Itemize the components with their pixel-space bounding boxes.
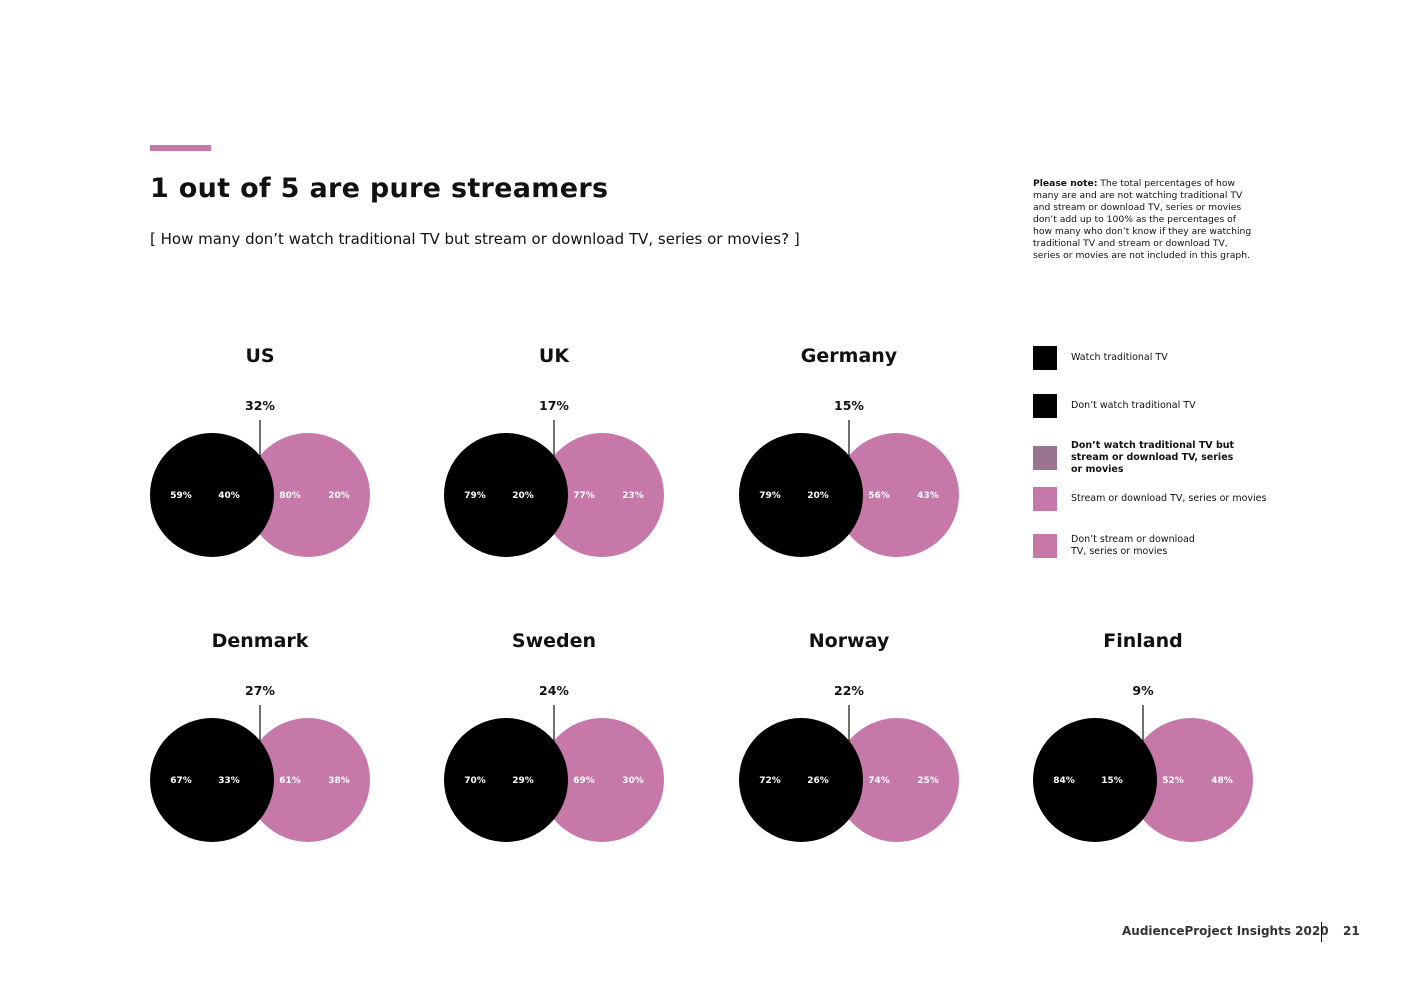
country-label: US: [245, 345, 274, 367]
dont-watch-tv-value: 20%: [512, 491, 534, 501]
dont-stream-value: 25%: [917, 776, 939, 786]
country-label: Denmark: [212, 630, 309, 652]
page-number: 21: [1343, 924, 1360, 938]
legend-label: Stream or download TV, series or movies: [1071, 493, 1267, 504]
accent-bar: [150, 145, 211, 151]
stream-circle: [835, 433, 959, 557]
stream-value: 52%: [1162, 776, 1184, 786]
traditional-tv-circle: [150, 433, 274, 557]
stream-circle: [540, 718, 664, 842]
venn-chart-norway: Norway 22% 72% 26% 74% 25%: [739, 630, 959, 842]
legend-swatch: [1033, 534, 1057, 558]
legend-item-stream: Stream or download TV, series or movies: [1033, 487, 1266, 511]
traditional-tv-circle: [444, 433, 568, 557]
pure-streamers-value: 24%: [539, 683, 569, 698]
note-text: The total percentages of how many are an…: [1033, 178, 1252, 261]
legend-item-dont-watch-tv: Don’t watch traditional TV: [1033, 394, 1196, 418]
page-title: 1 out of 5 are pure streamers: [150, 173, 609, 204]
watch-tv-value: 70%: [464, 776, 486, 786]
legend-label: Don’t stream or download TV, series or m…: [1071, 534, 1195, 557]
pure-streamers-value: 22%: [834, 683, 864, 698]
legend-swatch: [1033, 446, 1057, 470]
country-label: Finland: [1103, 630, 1182, 652]
stream-circle: [540, 433, 664, 557]
footer-divider: [1321, 922, 1322, 942]
pure-streamers-value: 32%: [245, 398, 275, 413]
stream-value: 56%: [868, 491, 890, 501]
venn-chart-uk: UK 17% 79% 20% 77% 23%: [444, 345, 664, 557]
traditional-tv-circle: [739, 718, 863, 842]
legend-swatch: [1033, 394, 1057, 418]
legend-label: Don’t watch traditional TV: [1071, 400, 1196, 411]
dont-watch-tv-value: 33%: [218, 776, 240, 786]
legend-item-pure-streamers: Don’t watch traditional TV but stream or…: [1033, 440, 1241, 476]
watch-tv-value: 59%: [170, 491, 192, 501]
stream-value: 80%: [279, 491, 301, 501]
dont-stream-value: 43%: [917, 491, 939, 501]
legend-item-watch-tv: Watch traditional TV: [1033, 346, 1168, 370]
dont-watch-tv-value: 15%: [1101, 776, 1123, 786]
pure-streamers-value: 27%: [245, 683, 275, 698]
dont-watch-tv-value: 20%: [807, 491, 829, 501]
pure-streamers-value: 15%: [834, 398, 864, 413]
stream-circle: [1129, 718, 1253, 842]
watch-tv-value: 72%: [759, 776, 781, 786]
traditional-tv-circle: [1033, 718, 1157, 842]
dont-stream-value: 30%: [622, 776, 644, 786]
legend-swatch: [1033, 487, 1057, 511]
country-label: Germany: [801, 345, 898, 367]
stream-value: 77%: [573, 491, 595, 501]
dont-watch-tv-value: 29%: [512, 776, 534, 786]
country-label: Norway: [809, 630, 890, 652]
dont-watch-tv-value: 40%: [218, 491, 240, 501]
stream-value: 69%: [573, 776, 595, 786]
page-subtitle: [ How many don’t watch traditional TV bu…: [150, 230, 800, 248]
stream-value: 61%: [279, 776, 301, 786]
legend-label: Don’t watch traditional TV but stream or…: [1071, 440, 1235, 475]
dont-stream-value: 20%: [328, 491, 350, 501]
dont-stream-value: 38%: [328, 776, 350, 786]
traditional-tv-circle: [739, 433, 863, 557]
dont-stream-value: 48%: [1211, 776, 1233, 786]
watch-tv-value: 79%: [464, 491, 486, 501]
watch-tv-value: 79%: [759, 491, 781, 501]
dont-watch-tv-value: 26%: [807, 776, 829, 786]
venn-chart-finland: Finland 9% 84% 15% 52% 48%: [1033, 630, 1253, 842]
venn-chart-germany: Germany 15% 79% 20% 56% 43%: [739, 345, 959, 557]
country-label: UK: [539, 345, 570, 367]
country-label: Sweden: [512, 630, 596, 652]
watch-tv-value: 67%: [170, 776, 192, 786]
pure-streamers-value: 17%: [539, 398, 569, 413]
venn-chart-us: US 32% 59% 40% 80% 20%: [150, 345, 370, 557]
stream-circle: [246, 718, 370, 842]
traditional-tv-circle: [150, 718, 274, 842]
note: Please note: The total percentages of ho…: [1033, 178, 1257, 262]
stream-circle: [835, 718, 959, 842]
footer-brand: AudienceProject Insights 2020: [1122, 924, 1329, 938]
dont-stream-value: 23%: [622, 491, 644, 501]
venn-chart-denmark: Denmark 27% 67% 33% 61% 38%: [150, 630, 370, 842]
legend-label: Watch traditional TV: [1071, 352, 1168, 363]
stream-value: 74%: [868, 776, 890, 786]
note-label: Please note:: [1033, 178, 1098, 189]
watch-tv-value: 84%: [1053, 776, 1075, 786]
traditional-tv-circle: [444, 718, 568, 842]
stream-circle: [246, 433, 370, 557]
legend-item-dont-stream: Don’t stream or download TV, series or m…: [1033, 534, 1196, 558]
pure-streamers-value: 9%: [1132, 683, 1154, 698]
legend-swatch: [1033, 346, 1057, 370]
venn-chart-sweden: Sweden 24% 70% 29% 69% 30%: [444, 630, 664, 842]
